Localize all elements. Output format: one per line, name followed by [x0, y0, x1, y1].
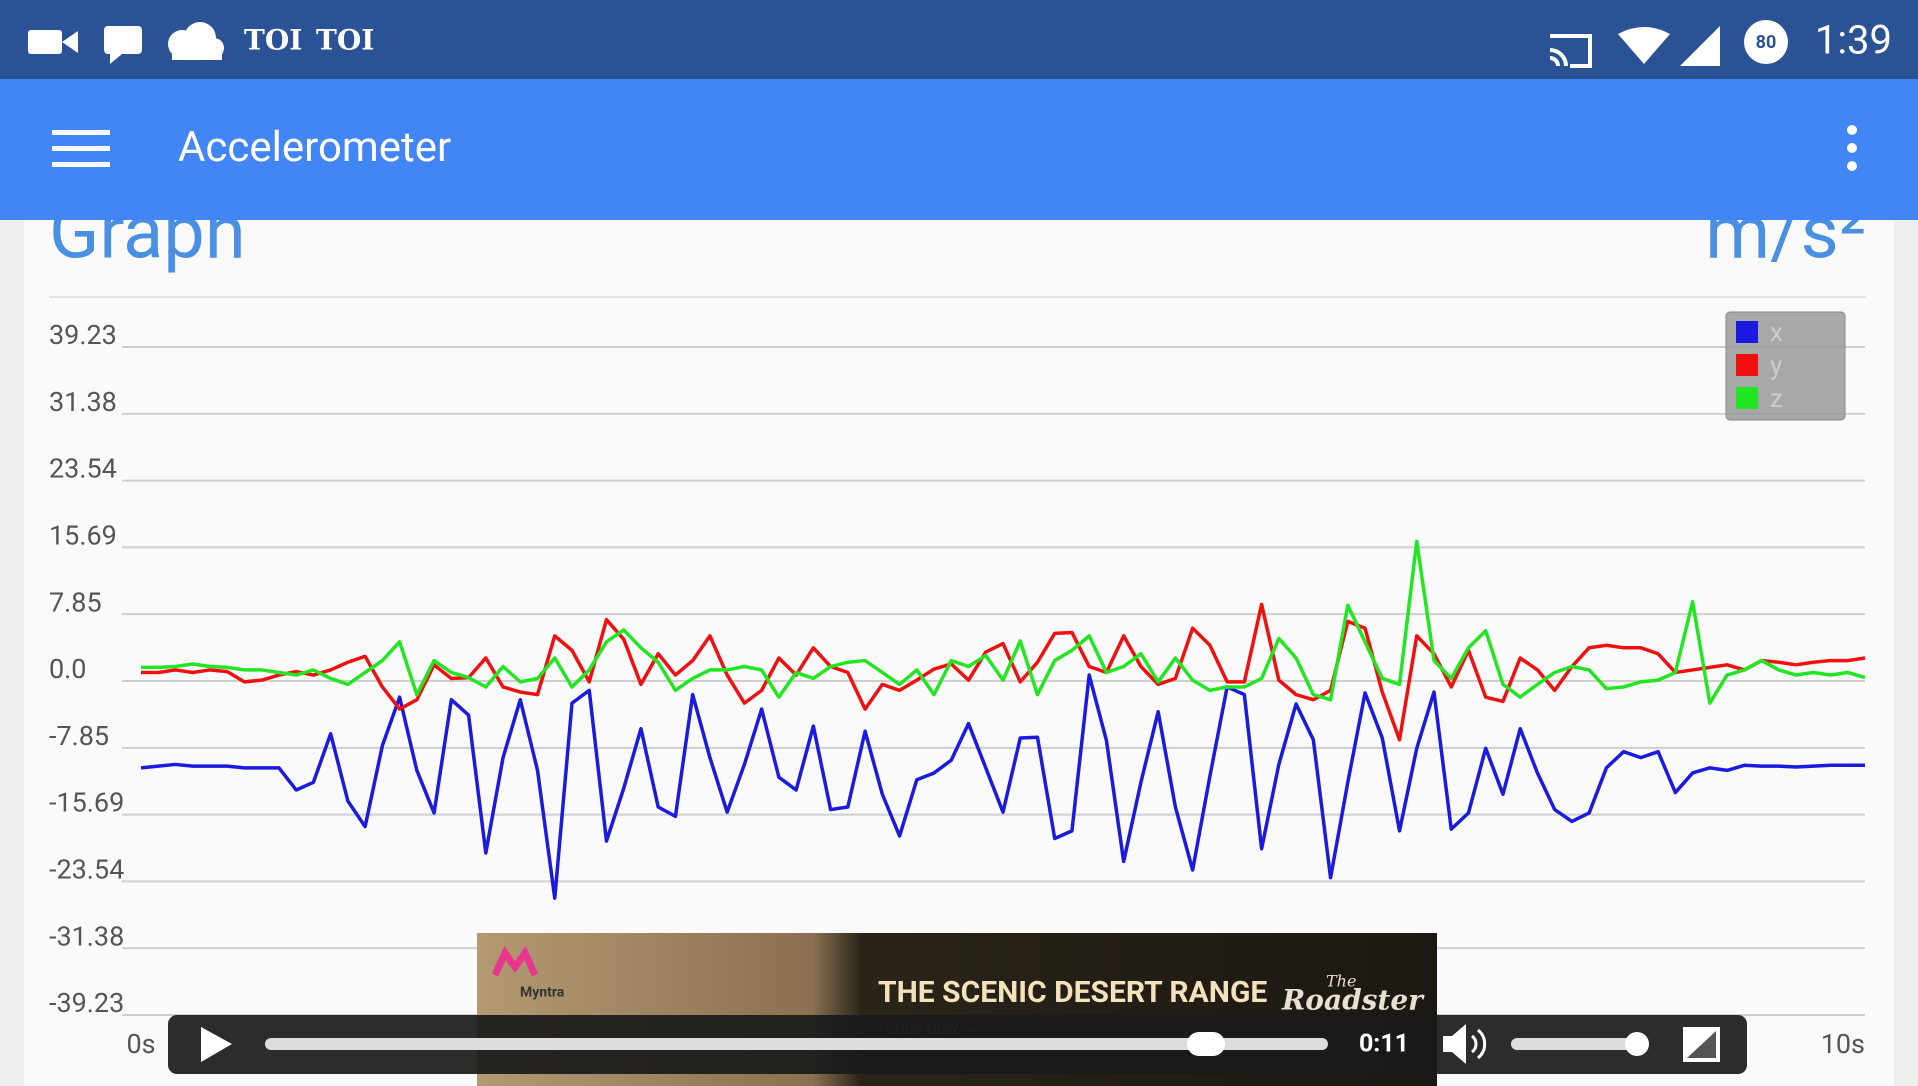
y-tick-label: 7.85: [49, 586, 102, 618]
elapsed-time: 0:11: [1359, 1030, 1409, 1059]
legend-swatch: [1736, 387, 1758, 409]
status-bar: [0, 0, 1918, 79]
legend-swatch: [1736, 354, 1758, 376]
progress-track[interactable]: [265, 1038, 1328, 1050]
series-line: [141, 539, 1866, 705]
clock: 1:39: [1815, 17, 1892, 64]
series-line: [141, 602, 1866, 742]
app-title: Accelerometer: [178, 123, 451, 172]
y-tick-labels: 39.23 31.38 23.54 15.69 7.85 0.0 -7.85 -15.69 -2…: [49, 319, 124, 1019]
fullscreen-icon: [1687, 1031, 1716, 1058]
y-tick-label: -39.23: [49, 987, 124, 1019]
y-tick-label: -7.85: [49, 720, 109, 752]
ad-logo: [491, 946, 539, 977]
video-controls: 0:11: [168, 1015, 1747, 1074]
progress-knob[interactable]: [1187, 1032, 1225, 1056]
notification: TOI: [316, 24, 374, 57]
status-icons: [28, 20, 1788, 68]
app-bar: [0, 79, 1918, 220]
ad-headline: THE SCENIC DESERT RANGE: [878, 975, 1267, 1010]
volume-slider[interactable]: [1511, 1038, 1639, 1050]
legend-label: x: [1770, 318, 1783, 348]
legend-swatch: [1736, 321, 1758, 343]
y-tick-label: 0.0: [49, 653, 86, 685]
y-tick-label: -31.38: [49, 920, 124, 952]
y-tick-label: 15.69: [49, 520, 117, 552]
legend-label: y: [1770, 351, 1782, 381]
menu-button[interactable]: [52, 130, 110, 167]
y-tick-label: 31.38: [49, 386, 117, 418]
play-button[interactable]: [201, 1027, 232, 1062]
series-line: [140, 673, 1865, 900]
y-tick-label: -15.69: [49, 787, 124, 819]
x-tick-label: 10s: [1821, 1028, 1865, 1060]
ad-logo-text: Roadster: [1281, 984, 1425, 1017]
ad-brand: Myntra: [520, 985, 565, 1001]
overflow-menu[interactable]: [1847, 125, 1857, 171]
legend-label: z: [1770, 384, 1783, 414]
legend: xyz: [1725, 311, 1846, 421]
y-tick-label: -23.54: [49, 854, 124, 886]
y-tick-label: 23.54: [49, 453, 117, 485]
volume-knob[interactable]: [1625, 1032, 1649, 1056]
x-tick-label: 0s: [126, 1028, 155, 1060]
volume-button[interactable]: [1443, 1024, 1487, 1064]
y-tick-label: 39.23: [49, 319, 117, 351]
notification: TOI: [244, 24, 302, 57]
ad-logo-prefix: The: [1326, 972, 1356, 991]
battery-level: 80: [1756, 32, 1777, 53]
plot: 39.23 31.38 23.54 15.69 7.85 0.0 -7.85 -15.69 -2…: [49, 311, 1866, 1060]
